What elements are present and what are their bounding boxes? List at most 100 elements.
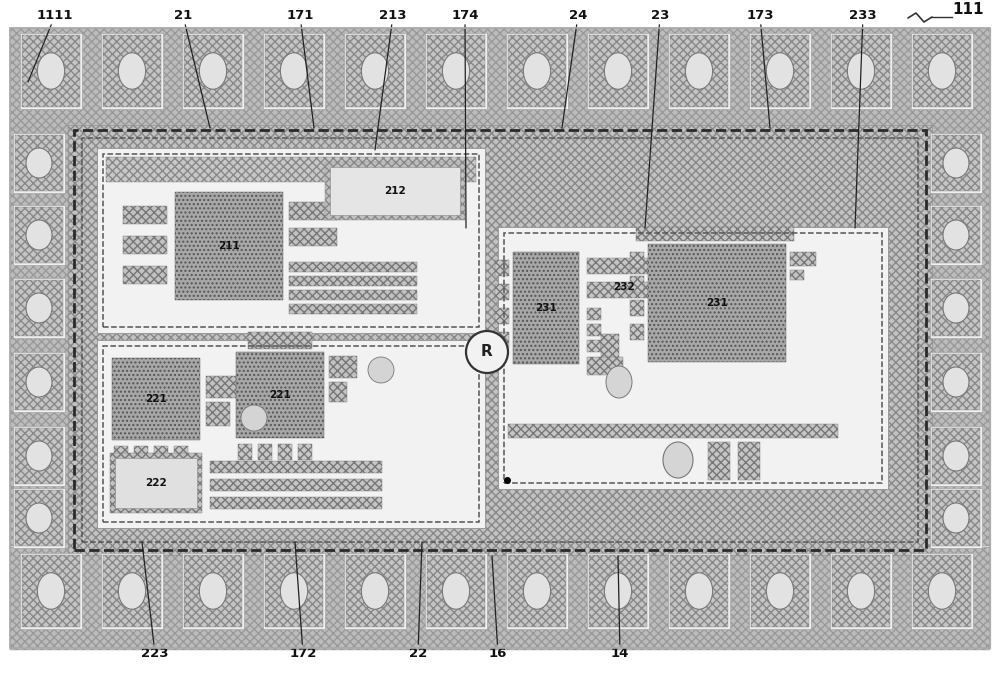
Text: 16: 16 xyxy=(489,556,507,660)
Text: 23: 23 xyxy=(645,9,669,228)
Text: 24: 24 xyxy=(562,9,587,128)
Ellipse shape xyxy=(26,148,52,178)
Bar xyxy=(15,280,63,336)
Bar xyxy=(103,35,161,107)
Bar xyxy=(13,133,65,193)
Bar xyxy=(10,128,72,546)
Text: 232: 232 xyxy=(613,282,635,292)
Text: 233: 233 xyxy=(849,9,877,228)
Text: 22: 22 xyxy=(409,542,427,660)
Ellipse shape xyxy=(943,148,969,178)
Bar xyxy=(589,555,647,627)
Text: 171: 171 xyxy=(286,9,314,128)
Bar xyxy=(106,157,476,182)
Bar xyxy=(648,244,786,362)
Ellipse shape xyxy=(199,52,227,90)
Ellipse shape xyxy=(943,220,969,250)
Bar xyxy=(184,555,242,627)
Text: 14: 14 xyxy=(611,556,629,660)
Text: 231: 231 xyxy=(535,303,557,313)
Bar xyxy=(930,352,982,412)
Bar xyxy=(103,555,161,627)
Bar xyxy=(206,376,266,398)
Bar xyxy=(329,356,357,378)
Bar xyxy=(182,33,244,109)
Ellipse shape xyxy=(442,573,470,609)
Ellipse shape xyxy=(847,52,875,90)
Bar xyxy=(932,280,980,336)
Bar xyxy=(68,125,932,555)
Bar xyxy=(587,324,601,336)
Text: 1111: 1111 xyxy=(28,9,73,82)
Ellipse shape xyxy=(604,52,632,90)
Bar xyxy=(830,553,892,629)
Bar xyxy=(15,207,63,263)
Bar xyxy=(630,324,644,340)
Bar xyxy=(289,228,337,246)
Ellipse shape xyxy=(26,293,52,323)
Bar xyxy=(930,205,982,265)
Bar xyxy=(289,262,417,272)
Bar xyxy=(289,276,417,286)
Bar xyxy=(13,352,65,412)
Ellipse shape xyxy=(685,52,713,90)
Bar xyxy=(344,33,406,109)
Ellipse shape xyxy=(928,52,956,90)
Bar xyxy=(506,553,568,629)
Bar xyxy=(495,284,509,300)
Bar xyxy=(206,402,230,426)
Bar xyxy=(20,553,82,629)
Bar xyxy=(13,205,65,265)
Bar xyxy=(325,162,465,220)
Ellipse shape xyxy=(442,52,470,90)
Bar xyxy=(425,33,487,109)
Bar xyxy=(751,555,809,627)
Bar xyxy=(154,446,168,462)
Bar xyxy=(930,426,982,486)
Bar xyxy=(932,428,980,484)
Ellipse shape xyxy=(663,442,693,478)
Bar xyxy=(20,33,82,109)
Bar xyxy=(289,304,417,314)
Ellipse shape xyxy=(118,52,146,90)
Ellipse shape xyxy=(766,573,794,609)
Bar xyxy=(913,35,971,107)
Bar xyxy=(210,461,382,473)
Bar xyxy=(15,354,63,410)
Bar xyxy=(587,357,623,375)
Bar xyxy=(289,290,417,300)
Bar xyxy=(495,332,509,348)
Bar xyxy=(670,35,728,107)
Bar xyxy=(630,276,644,292)
Bar xyxy=(630,252,644,268)
Ellipse shape xyxy=(606,366,632,398)
Bar xyxy=(110,453,202,513)
Bar xyxy=(589,35,647,107)
Bar xyxy=(913,555,971,627)
Bar xyxy=(210,497,382,509)
Ellipse shape xyxy=(361,52,389,90)
Text: 212: 212 xyxy=(384,186,406,196)
Bar xyxy=(115,458,197,508)
Text: 221: 221 xyxy=(145,394,167,404)
Text: 213: 213 xyxy=(375,9,407,150)
Bar xyxy=(630,300,644,316)
Bar xyxy=(506,33,568,109)
Bar xyxy=(587,553,649,629)
Bar xyxy=(346,35,404,107)
Bar xyxy=(236,352,324,438)
Bar xyxy=(182,553,244,629)
Bar xyxy=(330,167,460,215)
Bar xyxy=(13,488,65,548)
Bar xyxy=(278,444,292,460)
Circle shape xyxy=(241,405,267,431)
Bar xyxy=(101,33,163,109)
Text: 223: 223 xyxy=(141,542,169,660)
Bar xyxy=(114,446,128,462)
Text: R: R xyxy=(481,345,493,359)
Ellipse shape xyxy=(766,52,794,90)
Bar xyxy=(932,135,980,191)
Bar xyxy=(495,308,509,324)
Bar xyxy=(134,446,148,462)
Bar xyxy=(790,252,816,266)
